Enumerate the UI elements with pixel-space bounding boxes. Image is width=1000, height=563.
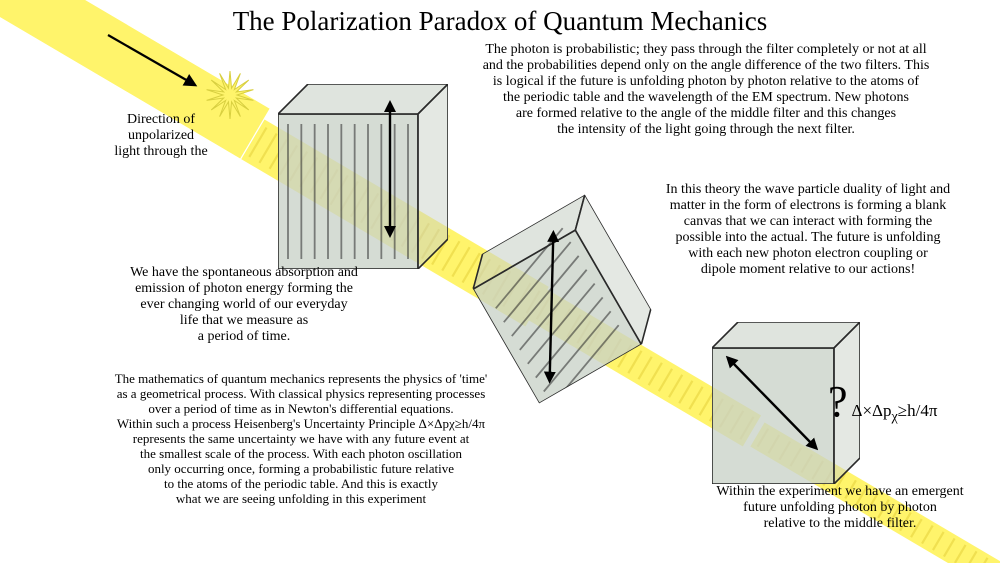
left-paragraph: We have the spontaneous absorption and e… [94, 265, 394, 345]
filter-1 [278, 84, 448, 269]
diagram-stage: The Polarization Paradox of Quantum Mech… [0, 0, 1000, 563]
direction-label: Direction of unpolarized light through t… [106, 112, 216, 160]
question-mark: ? [828, 376, 848, 427]
top-paragraph: The photon is probabilistic; they pass t… [426, 42, 986, 139]
bottom-right-paragraph: Within the experiment we have an emergen… [690, 484, 990, 532]
formula-text: Δ×Δpχ≥h/4π [852, 401, 938, 425]
uncertainty-formula: ?Δ×Δpχ≥h/4π [828, 376, 937, 427]
bottom-paragraph: The mathematics of quantum mechanics rep… [66, 372, 536, 506]
page-title: The Polarization Paradox of Quantum Mech… [0, 6, 1000, 37]
right-paragraph: In this theory the wave particle duality… [638, 182, 978, 279]
